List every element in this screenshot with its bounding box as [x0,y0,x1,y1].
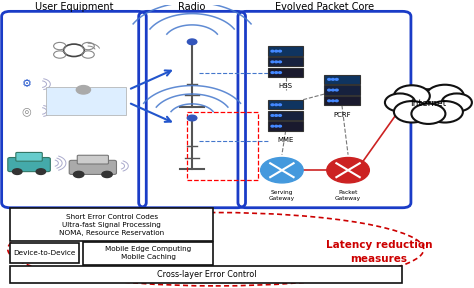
Circle shape [275,125,278,127]
Circle shape [187,39,197,45]
Circle shape [261,158,303,183]
FancyBboxPatch shape [268,100,303,109]
FancyBboxPatch shape [324,75,360,84]
Circle shape [73,171,84,177]
Circle shape [187,115,197,121]
Text: MME: MME [277,137,293,143]
FancyBboxPatch shape [268,46,303,56]
FancyBboxPatch shape [268,122,303,131]
Circle shape [279,104,282,106]
Circle shape [279,72,282,73]
Circle shape [275,115,278,116]
Circle shape [328,100,330,102]
Circle shape [335,100,338,102]
Circle shape [442,94,472,111]
Text: HSS: HSS [278,83,292,89]
Circle shape [12,169,22,175]
Text: Latency reduction
measures: Latency reduction measures [326,240,432,264]
Circle shape [275,72,278,73]
Text: ⚙: ⚙ [22,79,32,89]
Circle shape [328,89,330,91]
Circle shape [331,89,334,91]
FancyBboxPatch shape [10,266,402,283]
FancyBboxPatch shape [69,160,117,175]
Circle shape [331,100,334,102]
Text: Radio: Radio [178,2,206,12]
Text: Internet: Internet [410,99,447,108]
Circle shape [426,85,464,107]
Circle shape [271,125,274,127]
Circle shape [279,115,282,116]
Circle shape [328,79,330,80]
Circle shape [271,61,274,63]
Text: Device-to-Device: Device-to-Device [13,250,75,256]
FancyBboxPatch shape [77,155,109,164]
Circle shape [335,89,338,91]
Text: Evolved Packet Core: Evolved Packet Core [275,2,374,12]
Circle shape [411,104,446,124]
Text: Cross-layer Error Control: Cross-layer Error Control [156,270,256,279]
Circle shape [36,169,46,175]
Circle shape [279,125,282,127]
FancyBboxPatch shape [324,96,360,105]
Text: ◎: ◎ [22,106,32,116]
Circle shape [279,61,282,63]
Circle shape [385,94,415,111]
Circle shape [327,158,369,183]
Circle shape [102,171,112,177]
Circle shape [335,79,338,80]
Circle shape [271,72,274,73]
Circle shape [275,50,278,52]
FancyBboxPatch shape [8,158,50,172]
Circle shape [279,50,282,52]
FancyBboxPatch shape [83,242,213,265]
Circle shape [275,104,278,106]
Text: User Equipment: User Equipment [35,2,113,12]
FancyBboxPatch shape [10,208,213,241]
FancyBboxPatch shape [46,87,126,115]
Circle shape [271,104,274,106]
Circle shape [427,101,463,122]
FancyBboxPatch shape [268,57,303,66]
FancyBboxPatch shape [10,243,79,263]
FancyBboxPatch shape [268,68,303,77]
Text: Serving
Gateway: Serving Gateway [269,190,295,201]
Circle shape [331,79,334,80]
Circle shape [404,89,453,119]
Circle shape [394,85,430,107]
Circle shape [76,86,91,94]
Circle shape [271,115,274,116]
Text: Packet
Gateway: Packet Gateway [335,190,361,201]
Circle shape [275,61,278,63]
Text: Mobile Edge Computing
Mobile Caching: Mobile Edge Computing Mobile Caching [105,247,191,260]
FancyBboxPatch shape [268,111,303,120]
Circle shape [394,101,430,122]
Text: Short Error Control Codes
Ultra-fast Signal Processing
NOMA, Resource Reservatio: Short Error Control Codes Ultra-fast Sig… [59,213,164,236]
FancyBboxPatch shape [324,85,360,94]
FancyBboxPatch shape [16,152,42,161]
Text: PCRF: PCRF [333,111,351,118]
Circle shape [271,50,274,52]
